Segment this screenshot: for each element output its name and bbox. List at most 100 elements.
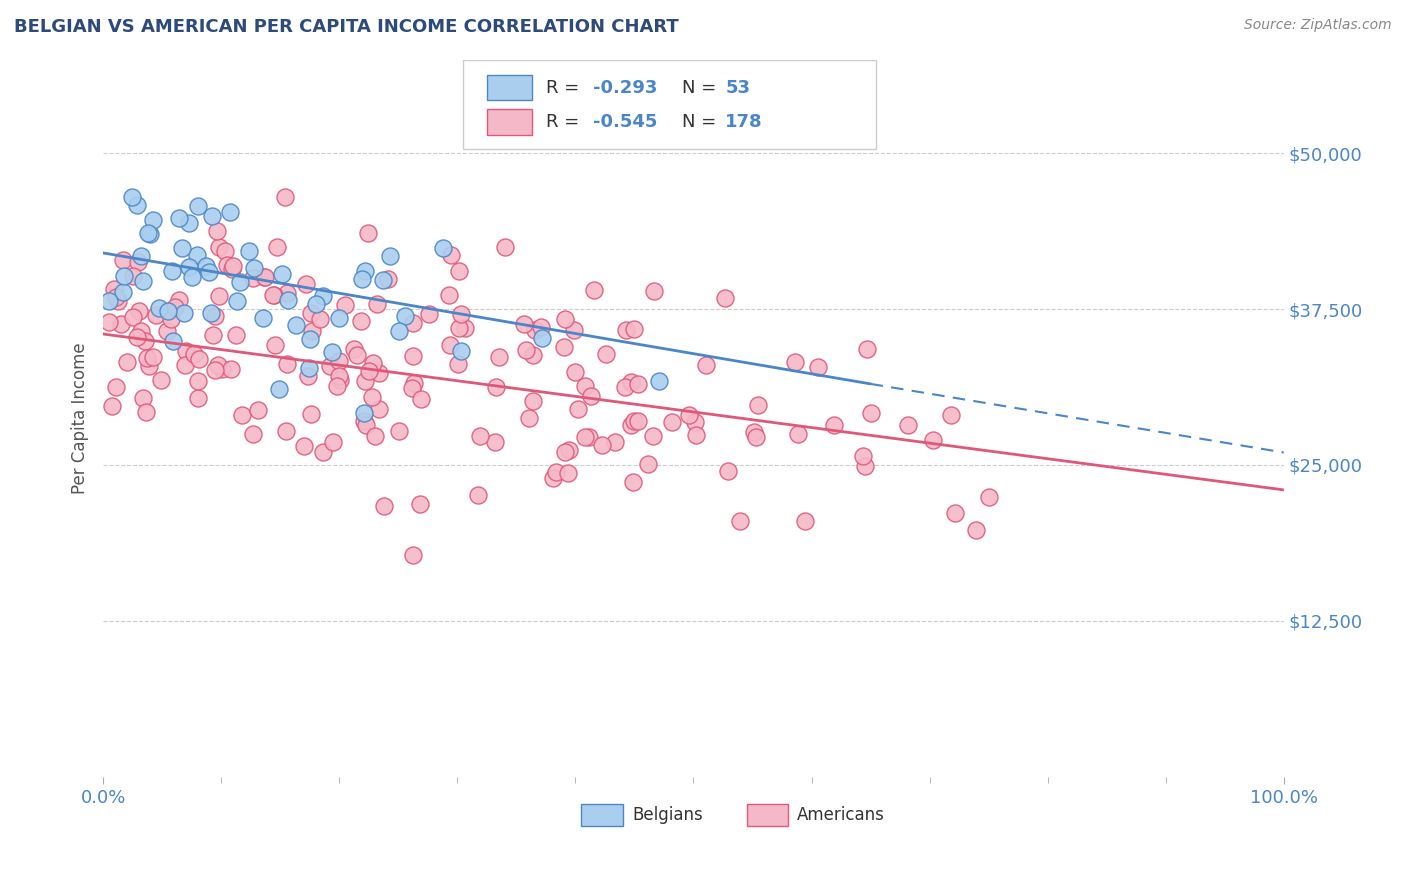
Point [794, 514, 817, 528]
Point [263, 288, 285, 302]
Text: N =: N = [682, 113, 721, 131]
Point [661, 415, 683, 429]
Point [207, 288, 229, 302]
Point [447, 321, 470, 335]
Point [742, 425, 765, 439]
Point [432, 241, 454, 255]
Point [897, 418, 920, 433]
Point [367, 366, 389, 380]
Point [388, 325, 411, 339]
Point [515, 343, 537, 357]
Point [373, 499, 395, 513]
Point [627, 377, 650, 392]
Point [226, 293, 249, 308]
Point [856, 342, 879, 356]
Point [977, 490, 1000, 504]
Point [366, 297, 388, 311]
Point [367, 402, 389, 417]
Point [943, 506, 966, 520]
Point [219, 362, 242, 376]
Point [201, 209, 224, 223]
Point [394, 309, 416, 323]
Point [401, 316, 423, 330]
Point [172, 241, 194, 255]
Point [274, 190, 297, 204]
Text: R =: R = [546, 78, 585, 96]
Point [941, 408, 963, 422]
Point [648, 374, 671, 388]
Point [557, 466, 579, 480]
Text: 53: 53 [725, 78, 751, 96]
Point [148, 301, 170, 316]
Text: Americans: Americans [797, 805, 886, 824]
Point [522, 348, 544, 362]
Point [134, 334, 156, 348]
Point [274, 425, 297, 439]
Point [207, 358, 229, 372]
Point [221, 261, 243, 276]
Point [484, 434, 506, 449]
Point [276, 285, 298, 300]
Point [129, 324, 152, 338]
Point [145, 308, 167, 322]
Point [613, 380, 636, 394]
Point [328, 369, 350, 384]
Point [157, 304, 180, 318]
FancyBboxPatch shape [747, 804, 787, 825]
Point [128, 303, 150, 318]
Point [373, 273, 395, 287]
Point [621, 475, 644, 489]
Point [160, 264, 183, 278]
Point [319, 359, 342, 373]
Point [321, 344, 343, 359]
Point [107, 293, 129, 308]
Point [401, 548, 423, 562]
Point [350, 314, 373, 328]
Point [343, 342, 366, 356]
Point [328, 311, 350, 326]
Point [541, 471, 564, 485]
Point [187, 374, 209, 388]
Point [623, 322, 645, 336]
Point [276, 357, 298, 371]
Point [579, 389, 602, 403]
Point [388, 424, 411, 438]
Point [450, 343, 472, 358]
Point [785, 354, 807, 368]
Point [564, 365, 586, 379]
Point [921, 433, 943, 447]
Point [138, 359, 160, 374]
Point [299, 408, 322, 422]
Point [439, 337, 461, 351]
Point [401, 349, 423, 363]
Point [160, 312, 183, 326]
Point [267, 382, 290, 396]
Point [402, 376, 425, 390]
Point [169, 293, 191, 307]
Point [678, 409, 700, 423]
Point [614, 324, 637, 338]
Text: Belgians: Belgians [633, 805, 703, 824]
Point [583, 283, 606, 297]
Point [823, 418, 845, 433]
Point [204, 309, 226, 323]
Point [437, 287, 460, 301]
Text: R =: R = [546, 113, 585, 131]
Point [231, 408, 253, 422]
Point [685, 415, 707, 429]
Point [174, 344, 197, 359]
Point [744, 430, 766, 444]
Point [357, 226, 380, 240]
Point [453, 321, 475, 335]
Point [294, 439, 316, 453]
Point [409, 392, 432, 406]
Point [346, 349, 368, 363]
Point [186, 248, 208, 262]
Point [136, 226, 159, 240]
Point [807, 359, 830, 374]
Point [205, 224, 228, 238]
Point [853, 458, 876, 473]
FancyBboxPatch shape [486, 109, 531, 135]
Point [354, 264, 377, 278]
Point [243, 261, 266, 276]
